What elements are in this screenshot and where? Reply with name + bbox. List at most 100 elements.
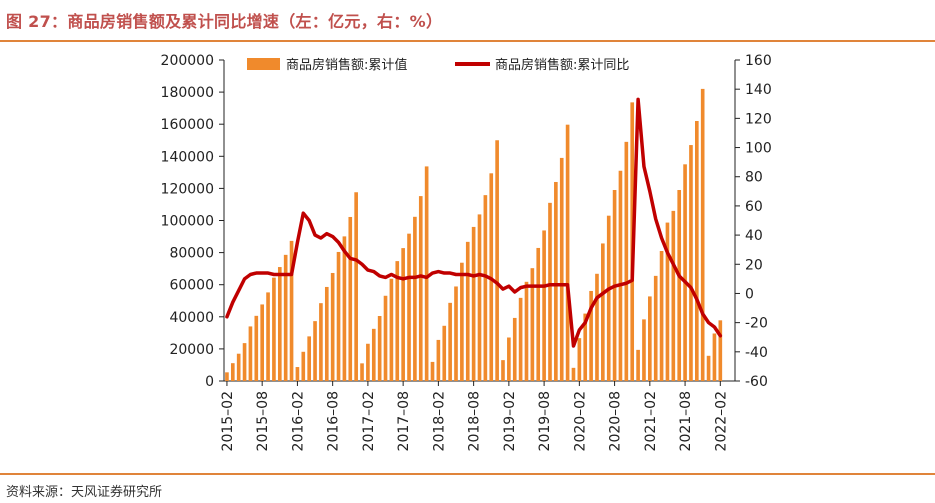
x-tick-label: 2020–08	[608, 391, 624, 451]
legend-bar-label: 商品房销售额:累计值	[286, 57, 407, 73]
bar-sales-value	[260, 304, 264, 381]
bar-sales-value	[677, 190, 682, 381]
bar-sales-value	[530, 268, 535, 381]
bar-sales-value	[407, 233, 411, 381]
bar-sales-value	[424, 166, 429, 381]
x-tick-label: 2021–08	[678, 391, 694, 451]
bar-sales-value	[448, 302, 452, 381]
x-tick-label: 2022–02	[713, 391, 729, 451]
bar-sales-value	[360, 363, 364, 381]
x-tick-label: 2017–08	[396, 391, 412, 451]
bar-sales-value	[683, 164, 687, 381]
bar-sales-value	[671, 210, 676, 381]
bar-sales-value	[366, 343, 370, 381]
x-tick-label: 2021–02	[643, 391, 659, 451]
y-right-tick-label: 120	[745, 111, 772, 127]
x-tick-label: 2019–08	[537, 391, 553, 451]
y-left-tick-label: 0	[205, 374, 214, 390]
bar-sales-value	[595, 273, 599, 381]
bar-sales-value	[354, 192, 358, 381]
y-right-tick-label: -40	[745, 345, 768, 361]
source-note: 资料来源：天风证券研究所	[6, 485, 163, 500]
bar-sales-value	[460, 262, 464, 381]
y-left-tick-label: 40000	[169, 310, 214, 326]
bar-sales-value	[254, 315, 259, 381]
y-right-tick-label: 60	[745, 199, 763, 215]
bar-sales-value	[642, 319, 646, 381]
y-right-tick-label: -20	[745, 316, 768, 332]
y-right-tick-label: 160	[745, 53, 772, 69]
bar-sales-value	[518, 297, 523, 381]
x-tick-label: 2016–08	[326, 391, 342, 451]
bar-sales-value	[289, 240, 294, 381]
bar-sales-value	[565, 124, 570, 382]
bar-sales-value	[471, 226, 476, 381]
bar-sales-value	[242, 343, 247, 381]
y-left-tick-label: 100000	[161, 214, 214, 230]
bar-sales-value	[442, 325, 447, 381]
bar-sales-value	[700, 88, 705, 381]
y-left-tick-label: 80000	[169, 246, 214, 262]
bar-sales-value	[606, 215, 611, 381]
bar-sales-value	[706, 355, 711, 381]
bar-sales-value	[295, 367, 300, 381]
bar-sales-value	[501, 360, 505, 381]
bar-sales-value	[559, 157, 564, 381]
bar-sales-value	[465, 241, 470, 381]
bar-sales-value	[389, 278, 394, 381]
bar-sales-value	[689, 145, 693, 381]
bar-sales-value	[507, 337, 511, 381]
bar-sales-value	[636, 349, 640, 381]
bar-sales-value	[624, 141, 629, 381]
bar-sales-value	[589, 290, 593, 381]
bar-sales-value	[383, 295, 388, 381]
bar-sales-value	[718, 320, 723, 381]
chart-title: 图 27：商品房销售额及累计同比增速（左：亿元，右：%）	[6, 12, 443, 31]
bar-sales-value	[371, 328, 376, 381]
bar-sales-value	[248, 326, 253, 381]
x-tick-label: 2015–02	[220, 391, 236, 451]
x-tick-label: 2015–08	[255, 391, 271, 451]
bar-sales-value	[418, 196, 423, 381]
bar-sales-value	[301, 351, 306, 381]
bar-sales-value	[536, 247, 541, 381]
y-left-tick-label: 60000	[169, 278, 214, 294]
bar-sales-value	[571, 367, 576, 381]
y-right-tick-label: 0	[745, 286, 754, 302]
bar-sales-value	[313, 321, 317, 381]
y-left-tick-label: 20000	[169, 342, 214, 358]
y-left-tick-label: 120000	[161, 181, 214, 197]
bar-sales-value	[495, 140, 499, 381]
legend-line-label: 商品房销售额:累计同比	[495, 57, 629, 73]
bar-sales-value	[342, 236, 347, 381]
bar-sales-value	[307, 336, 311, 381]
bar-sales-value	[401, 248, 405, 381]
bar-sales-value	[348, 216, 353, 381]
legend-bar-swatch	[247, 58, 280, 70]
y-right-tick-label: -60	[745, 374, 768, 390]
bar-sales-value	[648, 296, 652, 381]
bar-sales-value	[577, 338, 582, 381]
top-divider	[0, 40, 935, 42]
y-left-tick-label: 180000	[161, 85, 214, 101]
bar-sales-value	[324, 286, 329, 381]
bar-sales-value	[319, 303, 323, 381]
x-tick-label: 2017–02	[361, 391, 377, 451]
bar-sales-value	[583, 313, 588, 381]
bar-sales-value	[524, 281, 529, 381]
bar-sales-value	[230, 363, 235, 381]
bar-sales-value	[236, 353, 241, 381]
bar-sales-value	[436, 339, 441, 381]
bar-sales-value	[330, 272, 335, 381]
bar-sales-value	[477, 214, 482, 381]
bar-sales-value	[542, 230, 546, 381]
y-right-tick-label: 100	[745, 141, 772, 157]
bar-sales-value	[653, 275, 658, 381]
y-right-tick-label: 80	[745, 170, 763, 186]
x-tick-label: 2018–08	[467, 391, 483, 451]
bar-sales-value	[413, 216, 417, 381]
x-tick-label: 2018–02	[431, 391, 447, 451]
bar-sales-value	[225, 372, 229, 381]
x-tick-label: 2020–02	[572, 391, 588, 451]
bar-sales-value	[283, 254, 288, 381]
